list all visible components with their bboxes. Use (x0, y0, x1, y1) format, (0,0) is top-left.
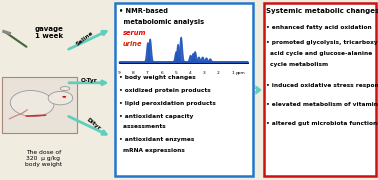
Text: 6: 6 (160, 71, 163, 75)
Ellipse shape (48, 91, 73, 105)
Text: 9: 9 (118, 71, 121, 75)
Text: assessments: assessments (119, 124, 166, 129)
Text: 7: 7 (146, 71, 149, 75)
Text: acid cycle and glucose-alanine: acid cycle and glucose-alanine (266, 51, 372, 56)
Text: O-Tyr: O-Tyr (81, 78, 97, 83)
Text: • antioxidant capacity: • antioxidant capacity (119, 114, 194, 119)
Ellipse shape (60, 87, 70, 91)
Text: gavage
1 week: gavage 1 week (35, 26, 64, 39)
Text: 2: 2 (217, 71, 220, 75)
Text: The dose of
320  μ g/kg
body weight: The dose of 320 μ g/kg body weight (25, 150, 62, 167)
Text: • altered gut microbiota functions: • altered gut microbiota functions (266, 121, 378, 126)
Text: • promoted glycolysis, tricarboxylic: • promoted glycolysis, tricarboxylic (266, 40, 378, 45)
Text: • elevated metabolism of vitamin-B₃: • elevated metabolism of vitamin-B₃ (266, 102, 378, 107)
Text: 4: 4 (189, 71, 192, 75)
Circle shape (62, 96, 66, 98)
FancyBboxPatch shape (264, 3, 376, 176)
Text: Saline: Saline (75, 30, 94, 46)
Text: ppm: ppm (235, 71, 245, 75)
Text: 1: 1 (231, 71, 234, 75)
Text: • body weight changes: • body weight changes (119, 75, 196, 80)
Text: mRNA expressions: mRNA expressions (119, 148, 185, 153)
Text: serum: serum (123, 30, 146, 36)
FancyBboxPatch shape (115, 3, 253, 176)
Text: cycle metabolism: cycle metabolism (266, 62, 328, 67)
Text: 3: 3 (203, 71, 206, 75)
Text: • induced oxidative stress responses: • induced oxidative stress responses (266, 83, 378, 88)
Text: Dityr: Dityr (85, 117, 101, 131)
Text: • antioxidant enzymes: • antioxidant enzymes (119, 137, 194, 142)
Text: 8: 8 (132, 71, 135, 75)
Ellipse shape (10, 91, 54, 116)
Text: Systemic metabolic changes:: Systemic metabolic changes: (266, 8, 378, 14)
Text: • enhanced fatty acid oxidation: • enhanced fatty acid oxidation (266, 25, 372, 30)
Text: • oxidized protein products: • oxidized protein products (119, 88, 211, 93)
Text: 5: 5 (174, 71, 177, 75)
FancyBboxPatch shape (2, 77, 77, 133)
Text: • lipid peroxidation products: • lipid peroxidation products (119, 101, 216, 106)
Text: urine: urine (123, 40, 143, 46)
Text: • NMR-based: • NMR-based (119, 8, 168, 14)
Text: metabolomic analysis: metabolomic analysis (119, 19, 204, 25)
